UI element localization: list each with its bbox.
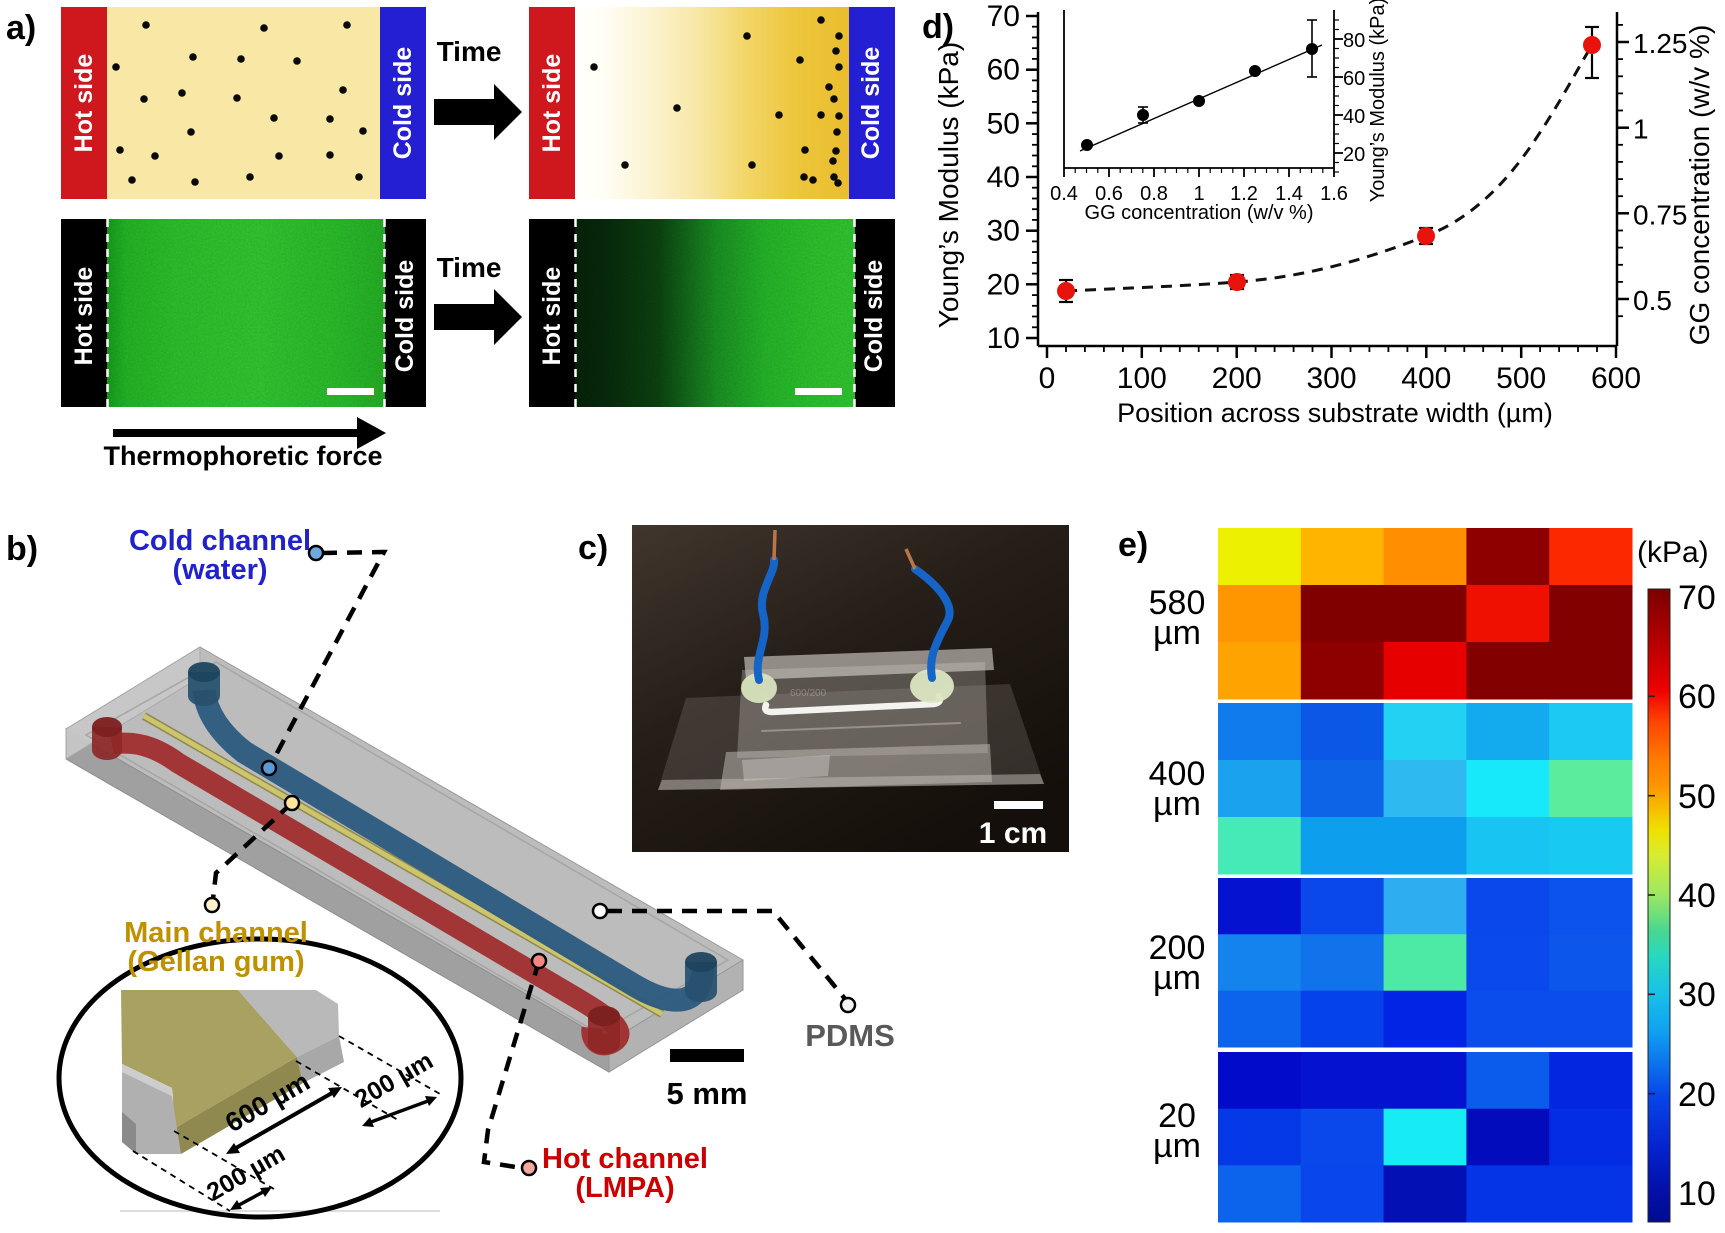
svg-text:400: 400 xyxy=(1401,362,1451,395)
svg-text:10: 10 xyxy=(1678,1175,1716,1213)
svg-text:10: 10 xyxy=(987,322,1020,355)
svg-text:GG concentration (w/v %): GG concentration (w/v %) xyxy=(1684,25,1715,346)
svg-text:1: 1 xyxy=(1633,114,1649,145)
svg-text:200: 200 xyxy=(1212,362,1262,395)
svg-text:PDMS: PDMS xyxy=(805,1018,895,1053)
svg-text:500: 500 xyxy=(1496,362,1546,395)
svg-text:Cold side: Cold side xyxy=(391,260,419,373)
svg-text:0.75: 0.75 xyxy=(1633,199,1688,230)
svg-text:d): d) xyxy=(922,8,954,46)
svg-text:70: 70 xyxy=(987,0,1020,33)
svg-text:0.8: 0.8 xyxy=(1140,183,1168,205)
svg-text:1.2: 1.2 xyxy=(1230,183,1258,205)
svg-text:Time: Time xyxy=(437,36,502,67)
svg-text:Position across substrate widt: Position across substrate width (µm) xyxy=(1117,398,1553,428)
svg-text:Cold side: Cold side xyxy=(857,47,885,160)
svg-text:µm: µm xyxy=(1153,785,1201,823)
svg-text:0.6: 0.6 xyxy=(1095,183,1123,205)
svg-text:600/200: 600/200 xyxy=(790,688,827,699)
svg-text:µm: µm xyxy=(1153,959,1201,997)
svg-text:1: 1 xyxy=(1193,183,1204,205)
svg-text:Hot side: Hot side xyxy=(70,267,98,366)
svg-text:Thermophoretic force: Thermophoretic force xyxy=(103,441,382,471)
svg-text:200: 200 xyxy=(1149,929,1206,967)
svg-text:e): e) xyxy=(1118,526,1148,564)
svg-text:Young’s Modulus (kPa): Young’s Modulus (kPa) xyxy=(1367,0,1389,202)
svg-text:400: 400 xyxy=(1149,755,1206,793)
svg-text:c): c) xyxy=(578,529,608,567)
svg-text:1 cm: 1 cm xyxy=(979,817,1047,850)
svg-text:30: 30 xyxy=(987,215,1020,248)
svg-text:30: 30 xyxy=(1678,976,1716,1014)
svg-text:Cold side: Cold side xyxy=(389,47,417,160)
svg-text:40: 40 xyxy=(987,161,1020,194)
svg-text:1.25: 1.25 xyxy=(1633,28,1688,59)
svg-text:Hot channel: Hot channel xyxy=(542,1143,708,1175)
svg-text:40: 40 xyxy=(1678,877,1716,915)
svg-text:40: 40 xyxy=(1343,106,1365,128)
svg-text:b): b) xyxy=(6,530,38,568)
svg-text:µm: µm xyxy=(1153,614,1201,652)
svg-text:580: 580 xyxy=(1149,584,1206,622)
svg-text:300: 300 xyxy=(1306,362,1356,395)
svg-text:Main channel: Main channel xyxy=(124,917,308,949)
svg-text:a): a) xyxy=(6,9,36,47)
svg-text:0.4: 0.4 xyxy=(1050,183,1078,205)
svg-text:60: 60 xyxy=(987,54,1020,87)
svg-text:60: 60 xyxy=(1678,678,1716,716)
svg-text:5 mm: 5 mm xyxy=(667,1076,748,1111)
svg-text:70: 70 xyxy=(1678,579,1716,617)
svg-text:20: 20 xyxy=(1158,1097,1196,1135)
svg-text:0: 0 xyxy=(1039,362,1056,395)
svg-text:20: 20 xyxy=(1678,1076,1716,1114)
svg-text:20: 20 xyxy=(987,268,1020,301)
svg-text:0.5: 0.5 xyxy=(1633,285,1672,316)
svg-text:50: 50 xyxy=(1678,778,1716,816)
svg-text:(water): (water) xyxy=(172,554,267,586)
svg-text:20: 20 xyxy=(1343,144,1365,166)
svg-text:60: 60 xyxy=(1343,68,1365,90)
svg-text:(LMPA): (LMPA) xyxy=(575,1172,674,1204)
svg-text:(kPa): (kPa) xyxy=(1637,536,1709,569)
svg-text:100: 100 xyxy=(1117,362,1167,395)
svg-text:GG concentration (w/v %): GG concentration (w/v %) xyxy=(1085,202,1314,224)
svg-text:Time: Time xyxy=(437,252,502,283)
svg-text:Young’s Modulus (kPa): Young’s Modulus (kPa) xyxy=(933,42,964,328)
svg-text:Cold channel: Cold channel xyxy=(129,525,311,557)
svg-text:Hot side: Hot side xyxy=(538,54,566,153)
svg-text:80: 80 xyxy=(1343,30,1365,52)
svg-text:Hot side: Hot side xyxy=(70,54,98,153)
svg-text:600: 600 xyxy=(1591,362,1641,395)
svg-text:50: 50 xyxy=(987,107,1020,140)
svg-text:1.6: 1.6 xyxy=(1320,183,1348,205)
svg-text:Hot side: Hot side xyxy=(538,267,566,366)
svg-text:1.4: 1.4 xyxy=(1275,183,1303,205)
svg-text:µm: µm xyxy=(1153,1127,1201,1165)
svg-text:(Gellan gum): (Gellan gum) xyxy=(127,946,304,978)
svg-text:Cold side: Cold side xyxy=(860,260,888,373)
